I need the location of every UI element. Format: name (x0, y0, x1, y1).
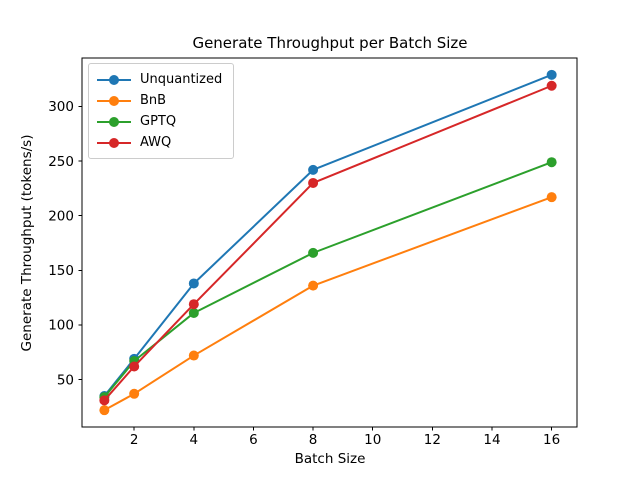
x-tick-label: 2 (130, 432, 139, 448)
legend-label: AWQ (140, 135, 172, 150)
legend-marker-icon (97, 74, 131, 86)
y-tick-label: 300 (48, 99, 74, 115)
x-tick-label: 6 (249, 432, 258, 448)
x-tick-label: 14 (483, 432, 500, 448)
legend-marker-icon (97, 95, 131, 107)
chart-title: Generate Throughput per Batch Size (192, 34, 468, 52)
y-axis-label: Generate Throughput (tokens/s) (19, 134, 35, 352)
legend-marker-icon (97, 116, 131, 128)
data-point-bnb (188, 350, 199, 361)
y-tick-label: 150 (48, 263, 74, 279)
legend-label: Unquantized (140, 72, 223, 87)
data-point-bnb (129, 388, 140, 399)
x-tick-label: 16 (543, 432, 560, 448)
data-point-unquantized (188, 278, 199, 289)
y-tick-label: 250 (48, 154, 74, 170)
data-point-unquantized (308, 164, 319, 175)
data-point-bnb (546, 192, 557, 203)
y-tick-label: 50 (57, 372, 74, 388)
legend: Unquantized BnB GPTQ AWQ (88, 63, 235, 159)
series-line-bnb (103, 196, 553, 412)
data-point-bnb (99, 405, 110, 416)
data-point-awq (99, 395, 110, 406)
data-point-unquantized (546, 69, 557, 80)
legend-item-bnb: BnB (97, 90, 222, 111)
data-point-bnb (308, 280, 319, 291)
legend-item-unquantized: Unquantized (97, 69, 222, 90)
data-point-awq (129, 361, 140, 372)
x-tick-label: 4 (190, 432, 199, 448)
x-tick-label: 8 (309, 432, 318, 448)
x-tick-label: 10 (364, 432, 381, 448)
data-point-gptq (546, 157, 557, 168)
legend-item-gptq: GPTQ (97, 111, 222, 132)
x-tick-label: 12 (424, 432, 441, 448)
legend-item-awq: AWQ (97, 132, 222, 153)
data-point-awq (546, 80, 557, 91)
y-tick-label: 200 (48, 208, 74, 224)
legend-marker-icon (97, 137, 131, 149)
data-point-gptq (308, 247, 319, 258)
data-point-awq (308, 177, 319, 188)
x-axis-label: Batch Size (294, 451, 366, 467)
data-point-awq (188, 299, 199, 310)
axes-spines (81, 57, 578, 428)
legend-label: GPTQ (140, 114, 177, 129)
data-point-gptq (188, 307, 199, 318)
legend-label: BnB (140, 93, 167, 108)
y-tick-label: 100 (48, 318, 74, 334)
